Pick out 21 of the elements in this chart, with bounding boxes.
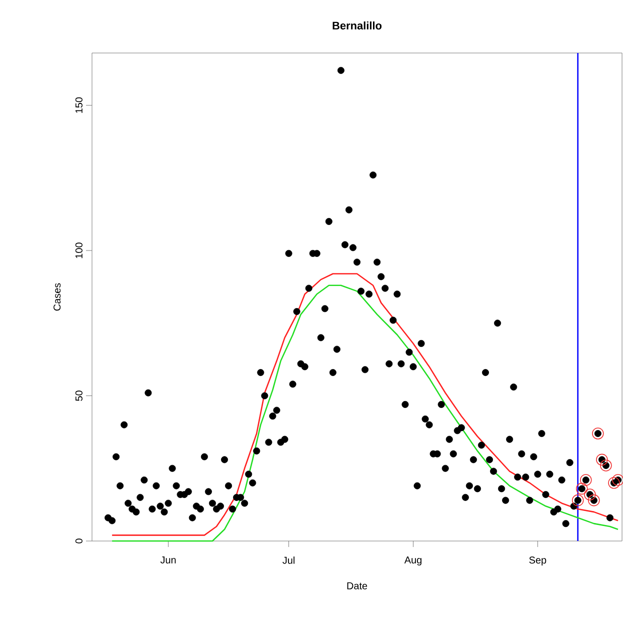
point — [592, 428, 604, 440]
point — [572, 494, 584, 506]
x-axis-title: Date — [347, 582, 368, 590]
chart-title: Bernalillo — [332, 21, 382, 30]
point — [588, 494, 600, 506]
point — [580, 474, 592, 486]
point — [612, 474, 623, 486]
point — [576, 482, 588, 495]
y-tick-label: 50 — [75, 390, 82, 401]
x-tick-label: Aug — [404, 556, 422, 566]
point — [596, 454, 608, 466]
y-tick-label: 100 — [75, 242, 82, 258]
point — [608, 477, 620, 489]
y-tick-label: 150 — [75, 97, 82, 113]
y-tick-label: 0 — [75, 538, 82, 544]
y-axis-title: Cases — [54, 283, 61, 311]
point — [600, 460, 612, 472]
point — [584, 488, 596, 500]
x-tick-label: Jul — [282, 556, 294, 564]
x-tick-label: Jun — [160, 556, 176, 564]
x-tick-label: Sep — [529, 556, 546, 566]
